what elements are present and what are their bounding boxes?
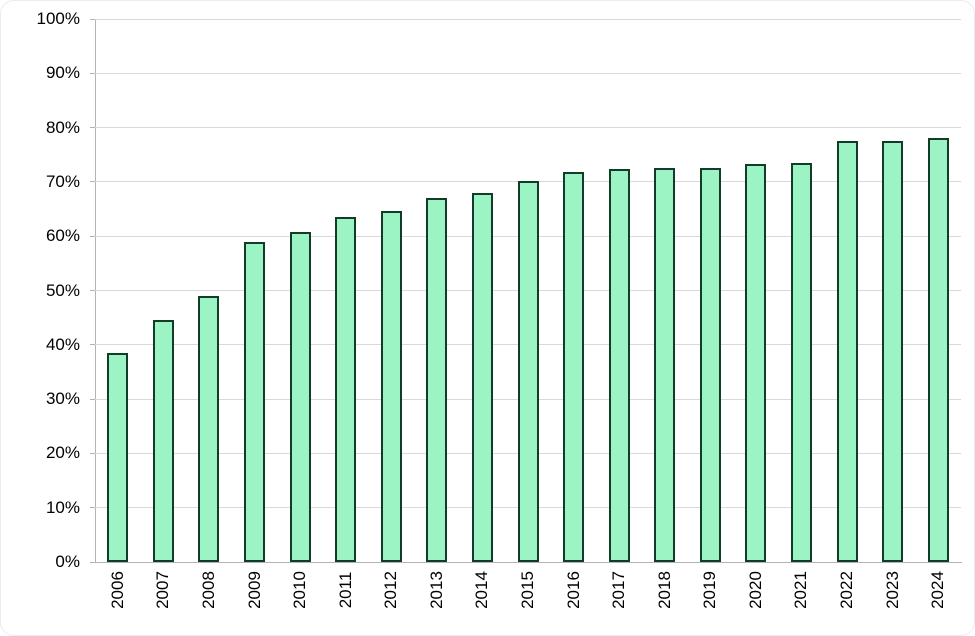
x-axis-label: 2012 bbox=[381, 571, 401, 609]
y-axis-label: 90% bbox=[45, 63, 80, 83]
bar-2022 bbox=[836, 141, 858, 562]
x-axis-label: 2022 bbox=[837, 571, 857, 609]
bar-2011 bbox=[335, 217, 357, 562]
bar-2019 bbox=[699, 168, 721, 562]
plot-area bbox=[95, 19, 962, 563]
x-axis-label: 2024 bbox=[928, 571, 948, 609]
bar-2007 bbox=[152, 320, 174, 562]
bar-2013 bbox=[426, 198, 448, 562]
bar-2024 bbox=[927, 138, 949, 562]
x-axis-label: 2019 bbox=[700, 571, 720, 609]
bar-2023 bbox=[882, 141, 904, 562]
x-axis-label: 2014 bbox=[472, 571, 492, 609]
x-axis-label: 2023 bbox=[882, 571, 902, 609]
x-axis-label: 2007 bbox=[153, 571, 173, 609]
x-axis-label: 2011 bbox=[335, 571, 355, 609]
bar-2021 bbox=[790, 163, 812, 562]
x-axis-label: 2021 bbox=[791, 571, 811, 609]
x-axis-label: 2010 bbox=[290, 571, 310, 609]
y-axis-label: 0% bbox=[55, 552, 80, 571]
y-axis-label: 40% bbox=[45, 334, 80, 354]
bar-2009 bbox=[244, 242, 266, 562]
y-axis-label: 30% bbox=[45, 389, 80, 409]
x-axis-label: 2008 bbox=[198, 571, 218, 609]
y-axis-label: 70% bbox=[45, 171, 80, 191]
bar-2015 bbox=[517, 181, 539, 562]
y-axis-label: 60% bbox=[45, 226, 80, 246]
x-axis-label: 2020 bbox=[745, 571, 765, 609]
x-axis-label: 2015 bbox=[518, 571, 537, 609]
y-axis-label: 20% bbox=[45, 443, 80, 463]
bar-2016 bbox=[563, 172, 585, 562]
x-axis-label: 2017 bbox=[609, 571, 629, 609]
x-axis-label: 2009 bbox=[244, 571, 264, 609]
y-axis-label: 10% bbox=[45, 497, 80, 517]
x-axis-label: 2006 bbox=[107, 571, 127, 609]
y-axis-label: 100% bbox=[36, 9, 80, 28]
bar-2010 bbox=[289, 232, 311, 562]
y-axis-label: 80% bbox=[45, 117, 80, 137]
x-axis-label: 2018 bbox=[654, 571, 674, 609]
y-axis-label: 50% bbox=[45, 280, 80, 300]
bar-2018 bbox=[654, 168, 676, 562]
x-axis-label: 2013 bbox=[426, 571, 446, 609]
x-axis-label: 2016 bbox=[563, 571, 583, 609]
bar-2017 bbox=[608, 169, 630, 562]
bar-2012 bbox=[380, 211, 402, 562]
bar-2008 bbox=[198, 296, 220, 562]
bar-2020 bbox=[745, 164, 767, 562]
bar-2006 bbox=[107, 353, 129, 562]
bar-2014 bbox=[471, 193, 493, 562]
